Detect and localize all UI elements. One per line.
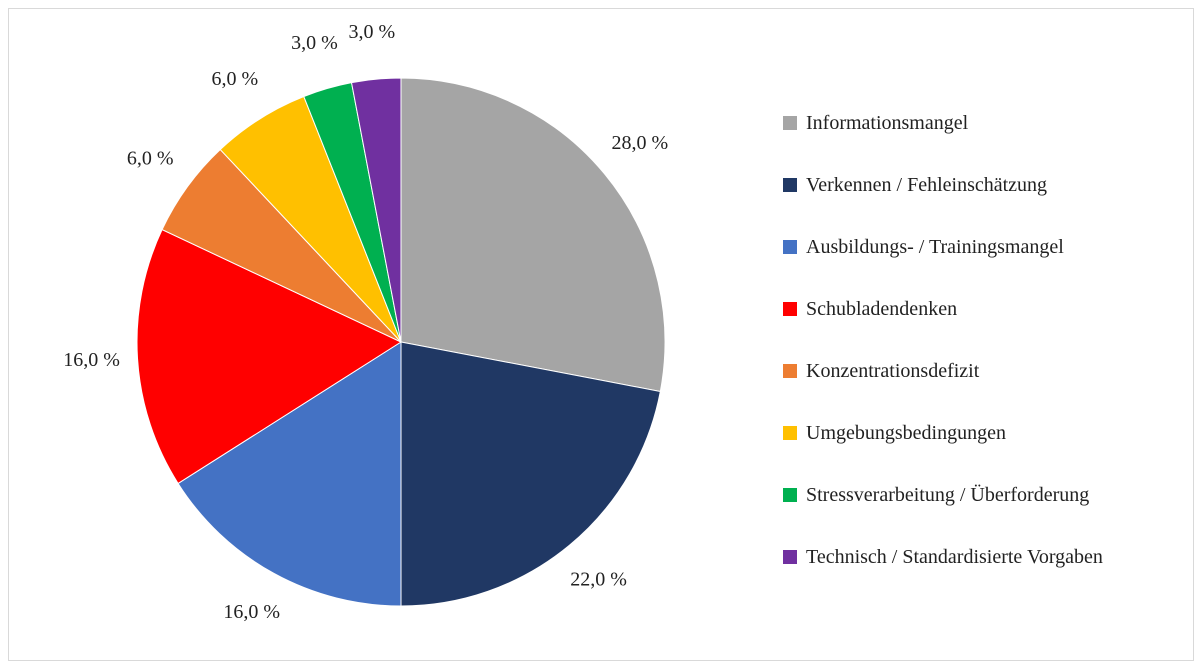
legend-label: Technisch / Standardisierte Vorgaben — [806, 545, 1103, 568]
pie-slice — [177, 341, 402, 607]
legend-item: Informationsmangel — [783, 92, 1183, 154]
legend-label: Ausbildungs- / Trainingsmangel — [806, 235, 1064, 258]
legend-swatch — [783, 116, 797, 130]
legend-item: Ausbildungs- / Trainingsmangel — [783, 216, 1183, 278]
data-label: 6,0 % — [212, 68, 259, 90]
data-label: 6,0 % — [127, 147, 174, 169]
legend-label: Umgebungsbedingungen — [806, 421, 1006, 444]
legend-swatch — [783, 550, 797, 564]
legend-swatch — [783, 302, 797, 316]
pie-slice — [400, 341, 661, 607]
data-label: 3,0 % — [348, 21, 395, 43]
legend-item: Umgebungsbedingungen — [783, 402, 1183, 464]
data-label: 16,0 % — [63, 349, 120, 371]
legend-swatch — [783, 426, 797, 440]
legend-item: Technisch / Standardisierte Vorgaben — [783, 526, 1183, 588]
chart: 28,0 % 22,0 % 16,0 % 16,0 % 6,0 % 6,0 % 3,0 % 3… — [63, 21, 669, 623]
data-label: 3,0 % — [291, 32, 338, 54]
chart-frame — [8, 8, 1194, 661]
data-label: 16,0 % — [223, 601, 280, 623]
legend-item: Konzentrationsdefizit — [783, 340, 1183, 402]
legend-swatch — [783, 240, 797, 254]
legend-swatch — [783, 364, 797, 378]
legend-label: Schubladendenken — [806, 297, 958, 320]
pie-slice — [136, 228, 403, 485]
data-label: 28,0 % — [612, 132, 669, 154]
legend-label: Informationsmangel — [806, 111, 969, 134]
legend: Informationsmangel Verkennen / Fehleinsch… — [783, 92, 1183, 588]
legend-swatch — [783, 488, 797, 502]
legend-item: Verkennen / Fehleinschätzung — [783, 154, 1183, 216]
legend-swatch — [783, 178, 797, 192]
legend-item: Stressverarbeitung / Überforderung — [783, 464, 1183, 526]
legend-item: Schubladendenken — [783, 278, 1183, 340]
pie-slice — [400, 77, 666, 393]
legend-label: Stressverarbeitung / Überforderung — [806, 483, 1090, 506]
data-label: 22,0 % — [570, 568, 627, 590]
pie-slice — [350, 77, 402, 343]
legend-label: Konzentrationsdefizit — [806, 359, 980, 382]
legend-label: Verkennen / Fehleinschätzung — [806, 173, 1048, 196]
